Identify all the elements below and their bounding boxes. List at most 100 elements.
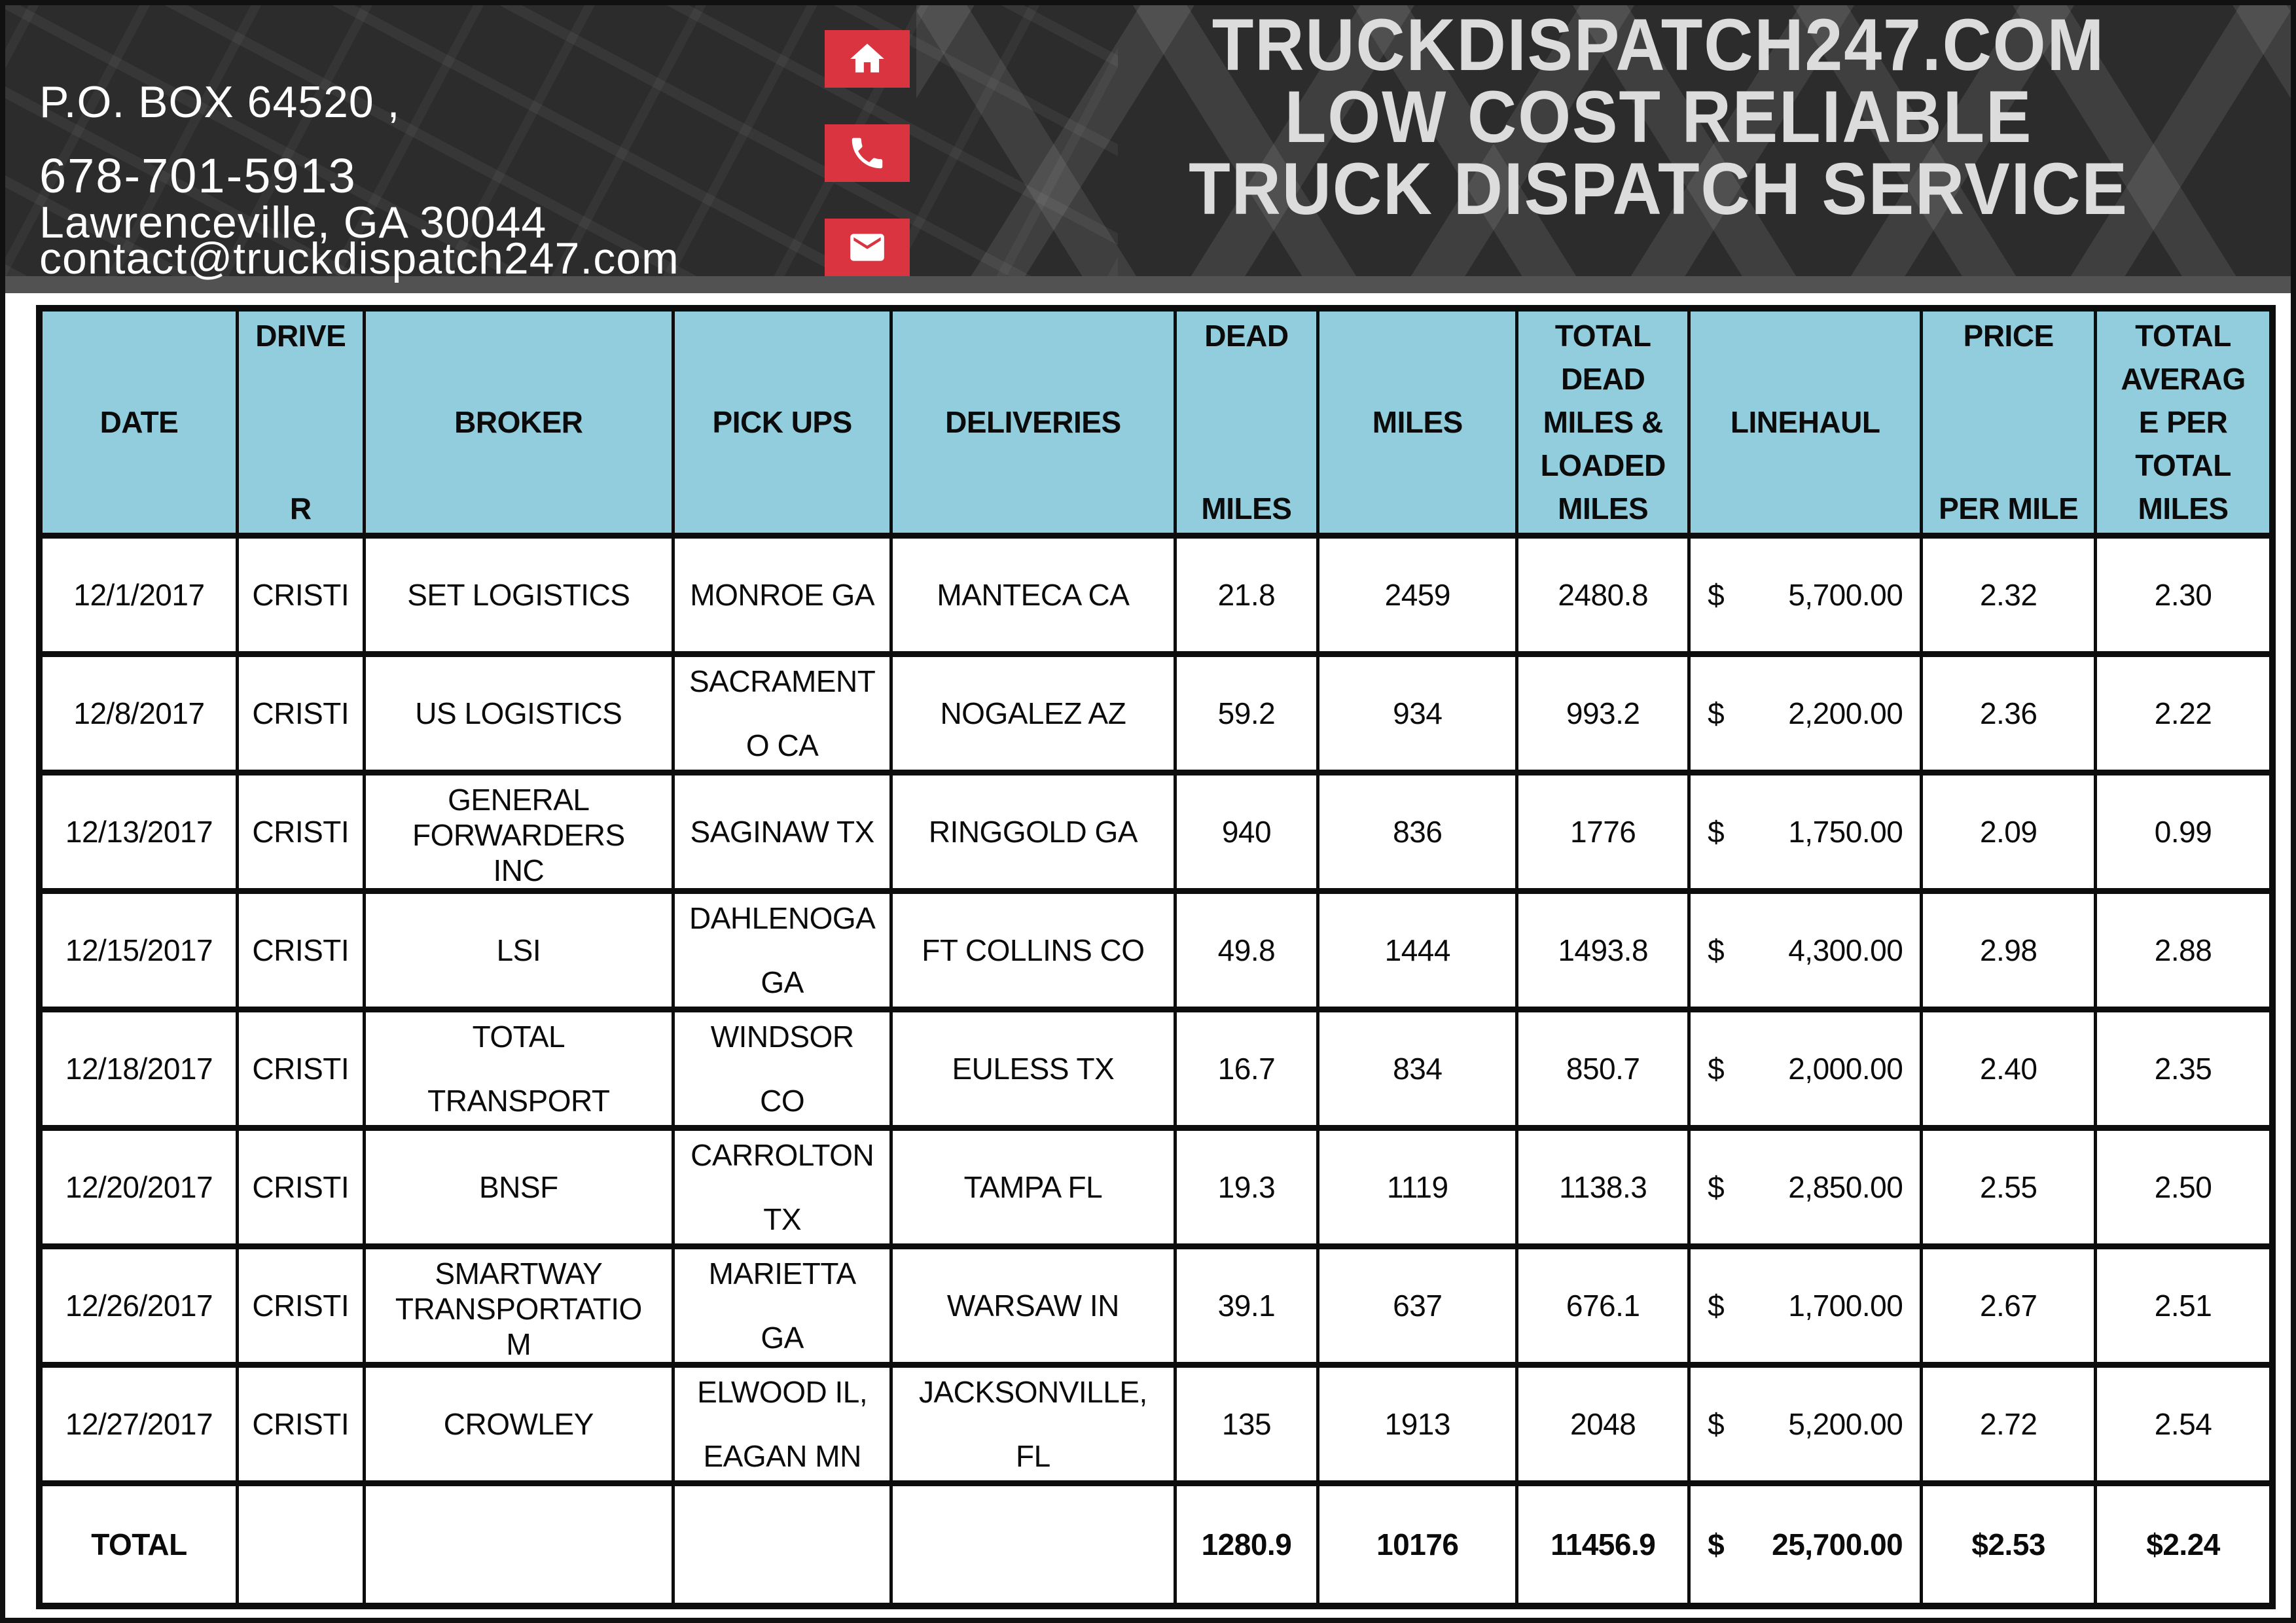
- chevron-pattern: [916, 5, 2291, 276]
- linehaul-amount: 4,300.00: [1788, 933, 1903, 967]
- cell-driver: CRISTI: [238, 1131, 363, 1243]
- cell-price_per_mile: 2.98: [1923, 894, 2094, 1007]
- cell-dead_miles: 59.2: [1176, 657, 1317, 770]
- cell-pickups: MARIETTA GA: [675, 1249, 890, 1362]
- cell-price_per_mile: 2.67: [1923, 1249, 2094, 1362]
- cell-linehaul: $2,850.00: [1691, 1131, 1920, 1243]
- cell-total_miles: 1138.3: [1518, 1131, 1688, 1243]
- cell-miles: 834: [1319, 1012, 1516, 1125]
- cell-pickups: SAGINAW TX: [675, 776, 890, 888]
- cell-broker: [365, 1486, 672, 1603]
- title-line1: TRUCKDISPATCH247.COM: [1211, 5, 2106, 86]
- linehaul-amount: 2,000.00: [1788, 1052, 1903, 1086]
- cell-driver: CRISTI: [238, 657, 363, 770]
- cell-dead_miles: 940: [1176, 776, 1317, 888]
- cell-miles: 10176: [1319, 1486, 1516, 1603]
- col-header-broker: BROKER: [365, 312, 672, 533]
- cell-price_per_mile: $2.53: [1923, 1486, 2094, 1603]
- currency-symbol: $: [1708, 1052, 1725, 1086]
- currency-symbol: $: [1708, 1289, 1725, 1323]
- cell-total_miles: 1493.8: [1518, 894, 1688, 1007]
- cell-total_miles: 2480.8: [1518, 539, 1688, 651]
- cell-date: 12/1/2017: [43, 539, 236, 651]
- col-header-deliveries: DELIVERIES: [893, 312, 1174, 533]
- cell-avg_per_total: 2.51: [2097, 1249, 2269, 1362]
- cell-dead_miles: 49.8: [1176, 894, 1317, 1007]
- linehaul-amount: 5,700.00: [1788, 578, 1903, 612]
- cell-date: 12/26/2017: [43, 1249, 236, 1362]
- cell-price_per_mile: 2.32: [1923, 539, 2094, 651]
- title-line3: TRUCK DISPATCH SERVICE: [1189, 148, 2128, 230]
- cell-pickups: MONROE GA: [675, 539, 890, 651]
- cell-total_miles: 1776: [1518, 776, 1688, 888]
- cell-deliveries: NOGALEZ AZ: [893, 657, 1174, 770]
- cell-miles: 2459: [1319, 539, 1516, 651]
- cell-broker: TOTAL TRANSPORT: [365, 1012, 672, 1125]
- col-header-miles: MILES: [1319, 312, 1516, 533]
- cell-linehaul: $25,700.00: [1691, 1486, 1920, 1603]
- home-icon[interactable]: [825, 30, 910, 88]
- cell-price_per_mile: 2.40: [1923, 1012, 2094, 1125]
- cell-driver: CRISTI: [238, 1012, 363, 1125]
- header-banner: P.O. BOX 64520 , Lawrenceville, GA 30044…: [5, 5, 2291, 293]
- cell-price_per_mile: 2.09: [1923, 776, 2094, 888]
- currency-symbol: $: [1708, 1170, 1725, 1204]
- phone-number: 678-701-5913: [39, 149, 357, 203]
- cell-miles: 1913: [1319, 1368, 1516, 1480]
- currency-symbol: $: [1708, 1527, 1725, 1561]
- currency-symbol: $: [1708, 1407, 1725, 1441]
- col-header-total-dead-loaded-miles: TOTAL DEAD MILES & LOADED MILES: [1518, 312, 1688, 533]
- linehaul-amount: 2,200.00: [1788, 696, 1903, 730]
- cell-deliveries: JACKSONVILLE, FL: [893, 1368, 1174, 1480]
- cell-driver: [238, 1486, 363, 1603]
- cell-dead_miles: 21.8: [1176, 539, 1317, 651]
- cell-miles: 1444: [1319, 894, 1516, 1007]
- email-icon[interactable]: [825, 219, 910, 276]
- cell-pickups: ELWOOD IL, EAGAN MN: [675, 1368, 890, 1480]
- cell-deliveries: EULESS TX: [893, 1012, 1174, 1125]
- home-glyph: [850, 43, 884, 73]
- cell-miles: 1119: [1319, 1131, 1516, 1243]
- phone-icon[interactable]: [825, 124, 910, 182]
- cell-avg_per_total: 2.50: [2097, 1131, 2269, 1243]
- title-line2: LOW COST RELIABLE: [1284, 76, 2033, 158]
- cell-avg_per_total: 2.54: [2097, 1368, 2269, 1480]
- address-text: P.O. BOX 64520 , Lawrenceville, GA 30044: [39, 12, 547, 293]
- col-header-date: DATE: [43, 312, 236, 533]
- cell-driver: CRISTI: [238, 894, 363, 1007]
- cell-pickups: DAHLENOGA GA: [675, 894, 890, 1007]
- phone-glyph: [852, 137, 883, 169]
- cell-deliveries: MANTECA CA: [893, 539, 1174, 651]
- cell-avg_per_total: 0.99: [2097, 776, 2269, 888]
- contact-icons: [825, 30, 910, 276]
- cell-total_miles: 2048: [1518, 1368, 1688, 1480]
- cell-avg_per_total: 2.88: [2097, 894, 2269, 1007]
- cell-deliveries: TAMPA FL: [893, 1131, 1174, 1243]
- cell-date: 12/18/2017: [43, 1012, 236, 1125]
- dispatch-table: DATE DRIVE R BROKER PICK UPS DELIVERIES D…: [36, 305, 2276, 1609]
- cell-total_miles: 850.7: [1518, 1012, 1688, 1125]
- col-header-price-per-mile: PRICE PER MILE: [1923, 312, 2094, 533]
- address-line2: Lawrenceville, GA 30044: [39, 198, 547, 247]
- cell-avg_per_total: 2.35: [2097, 1012, 2269, 1125]
- cell-linehaul: $1,750.00: [1691, 776, 1920, 888]
- col-header-total-average-per-total-miles: TOTAL AVERAG E PER TOTAL MILES: [2097, 312, 2269, 533]
- col-header-pickups: PICK UPS: [675, 312, 890, 533]
- linehaul-amount: 1,700.00: [1788, 1289, 1903, 1323]
- currency-symbol: $: [1708, 815, 1725, 849]
- cell-deliveries: FT COLLINS CO: [893, 894, 1174, 1007]
- cell-linehaul: $1,700.00: [1691, 1249, 1920, 1362]
- cell-total_miles: 676.1: [1518, 1249, 1688, 1362]
- cell-miles: 934: [1319, 657, 1516, 770]
- cell-dead_miles: 1280.9: [1176, 1486, 1317, 1603]
- cell-broker: CROWLEY: [365, 1368, 672, 1480]
- cell-dead_miles: 16.7: [1176, 1012, 1317, 1125]
- cell-date: 12/8/2017: [43, 657, 236, 770]
- cell-price_per_mile: 2.72: [1923, 1368, 2094, 1480]
- cell-avg_per_total: $2.24: [2097, 1486, 2269, 1603]
- cell-driver: CRISTI: [238, 539, 363, 651]
- col-header-driver: DRIVE R: [238, 312, 363, 533]
- cell-broker: US LOGISTICS: [365, 657, 672, 770]
- currency-symbol: $: [1708, 578, 1725, 612]
